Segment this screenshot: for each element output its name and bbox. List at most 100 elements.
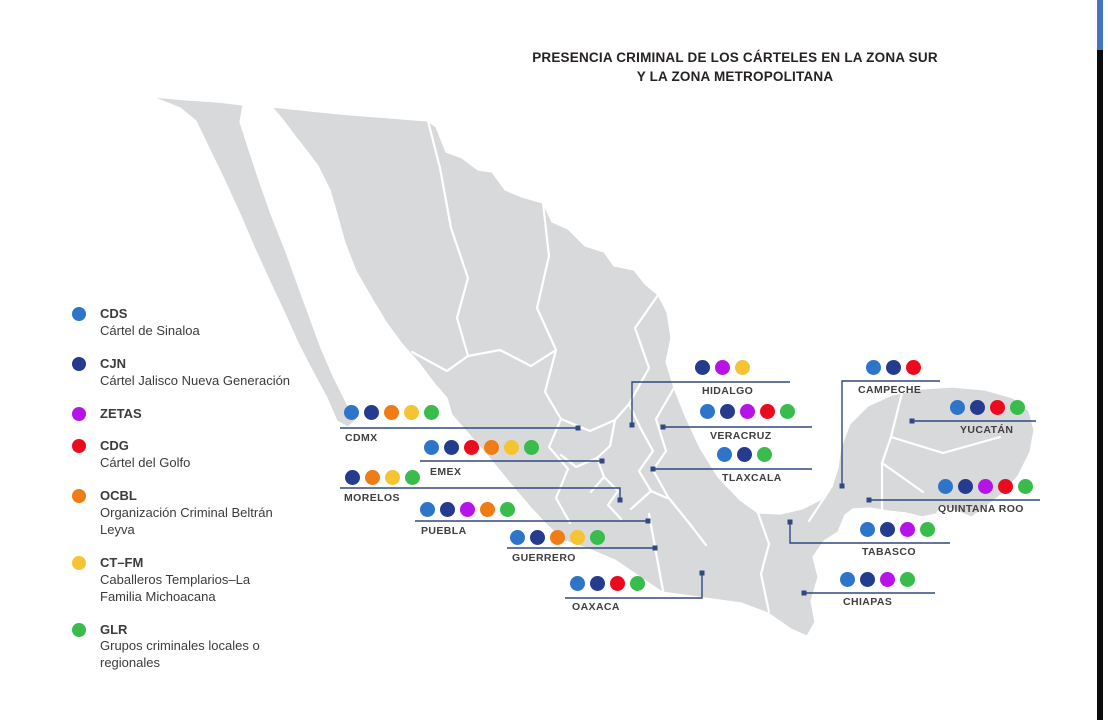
- callout-dots-oaxaca: [570, 576, 645, 591]
- dot-cds: [510, 530, 525, 545]
- legend-item-ct-fm: CT–FM Caballeros Templarios–La Familia Mi…: [72, 555, 322, 606]
- dot-glr: [424, 405, 439, 420]
- dot-glr: [630, 576, 645, 591]
- connector-line-morelos: [340, 487, 621, 499]
- legend-code: ZETAS: [100, 405, 142, 421]
- map-target-marker-morelos: [617, 497, 623, 503]
- map-target-marker-emex: [599, 458, 605, 464]
- legend-name: Grupos criminales locales o regionales: [100, 638, 260, 671]
- dot-glr: [920, 522, 935, 537]
- dot-cds: [938, 479, 953, 494]
- dot-cds: [840, 572, 855, 587]
- state-label-chiapas: CHIAPAS: [843, 596, 893, 608]
- dot-cjn: [440, 502, 455, 517]
- legend-item-cjn: CJN Cártel Jalisco Nueva Generación: [72, 356, 322, 390]
- state-label-cdmx: CDMX: [345, 432, 378, 444]
- connector-line-tabasco: [789, 524, 950, 544]
- legend-code: CT–FM: [100, 554, 144, 570]
- state-label-morelos: MORELOS: [344, 492, 400, 504]
- dot-cjn: [970, 400, 985, 415]
- state-label-yucatan: YUCATÁN: [960, 424, 1014, 436]
- callout-dots-tlaxcala: [717, 447, 772, 462]
- legend-code: GLR: [100, 621, 128, 637]
- dot-cdg: [760, 404, 775, 419]
- dot-ocbl: [365, 470, 380, 485]
- title-line-1: PRESENCIA CRIMINAL DE LOS CÁRTELES EN LA…: [532, 50, 938, 65]
- dot-cjn: [530, 530, 545, 545]
- dot-ct-fm: [404, 405, 419, 420]
- chart-title: PRESENCIA CRIMINAL DE LOS CÁRTELES EN LA…: [500, 48, 970, 86]
- dot-cds: [717, 447, 732, 462]
- title-line-2: Y LA ZONA METROPOLITANA: [636, 69, 834, 85]
- dot-ocbl: [550, 530, 565, 545]
- state-label-hidalgo: HIDALGO: [702, 385, 754, 397]
- map-target-marker-chiapas: [801, 590, 807, 596]
- legend-dot-zetas: [72, 406, 86, 421]
- dot-ocbl: [484, 440, 499, 455]
- callout-dots-morelos: [345, 470, 420, 485]
- dot-cjn: [958, 479, 973, 494]
- legend-code: CDS: [100, 306, 128, 321]
- dot-cjn: [886, 360, 901, 375]
- dot-cdg: [610, 576, 625, 591]
- dot-ocbl: [480, 502, 495, 517]
- legend-name: Cártel del Golfo: [100, 455, 191, 471]
- dot-cds: [570, 576, 585, 591]
- state-label-tabasco: TABASCO: [862, 546, 916, 558]
- dot-cdg: [998, 479, 1013, 494]
- legend-code: CJN: [100, 355, 127, 371]
- dot-cds: [344, 405, 359, 420]
- state-label-tlaxcala: TLAXCALA: [722, 472, 782, 484]
- dot-ct-fm: [385, 470, 400, 485]
- dot-cds: [860, 522, 875, 537]
- connector-line-hidalgo: [631, 381, 790, 424]
- mainland-shape: [270, 106, 1035, 637]
- dot-zetas: [740, 404, 755, 419]
- legend-name: Cártel de Sinaloa: [100, 322, 200, 338]
- map-target-marker-oaxaca: [699, 570, 705, 576]
- state-label-oaxaca: OAXACA: [572, 601, 620, 613]
- map-target-marker-veracruz: [660, 424, 666, 430]
- map-target-marker-tabasco: [787, 519, 793, 525]
- dot-cjn: [737, 447, 752, 462]
- connector-line-oaxaca: [565, 575, 703, 599]
- map-target-marker-hidalgo: [629, 422, 635, 428]
- dot-cjn: [860, 572, 875, 587]
- callout-dots-tabasco: [860, 522, 935, 537]
- legend-item-cds: CDS Cártel de Sinaloa: [72, 306, 322, 340]
- right-edge-accent: [1097, 0, 1103, 50]
- baja-california-shape: [151, 96, 357, 428]
- dot-zetas: [900, 522, 915, 537]
- map-target-marker-yucatan: [909, 418, 915, 424]
- legend-name: Cártel Jalisco Nueva Generación: [100, 372, 291, 388]
- dot-cds: [950, 400, 965, 415]
- legend-dot-cdg: [72, 439, 86, 454]
- dot-glr: [524, 440, 539, 455]
- dot-cdg: [990, 400, 1005, 415]
- dot-ocbl: [384, 405, 399, 420]
- dot-zetas: [880, 572, 895, 587]
- legend-item-cdg: CDG Cártel del Golfo: [72, 438, 322, 472]
- connector-line-campeche: [841, 380, 940, 485]
- legend-dot-cds: [72, 307, 86, 321]
- callout-dots-yucatan: [950, 400, 1025, 415]
- legend-item-ocbl: OCBL Organización Criminal Beltrán Leyva: [72, 488, 322, 539]
- dot-glr: [780, 404, 795, 419]
- map-target-marker-qroo: [866, 497, 872, 503]
- dot-cdg: [464, 440, 479, 455]
- map-target-marker-campeche: [839, 483, 845, 489]
- dot-glr: [500, 502, 515, 517]
- state-label-guerrero: GUERRERO: [512, 552, 576, 564]
- dot-cjn: [364, 405, 379, 420]
- dot-glr: [757, 447, 772, 462]
- dot-cdg: [906, 360, 921, 375]
- legend-name: Organización Criminal Beltrán Leyva: [100, 505, 273, 538]
- map-target-marker-cdmx: [575, 425, 581, 431]
- legend-dot-ct-fm: [72, 555, 86, 570]
- dot-cds: [866, 360, 881, 375]
- dot-glr: [1010, 400, 1025, 415]
- dot-cjn: [444, 440, 459, 455]
- state-label-campeche: CAMPECHE: [858, 384, 922, 396]
